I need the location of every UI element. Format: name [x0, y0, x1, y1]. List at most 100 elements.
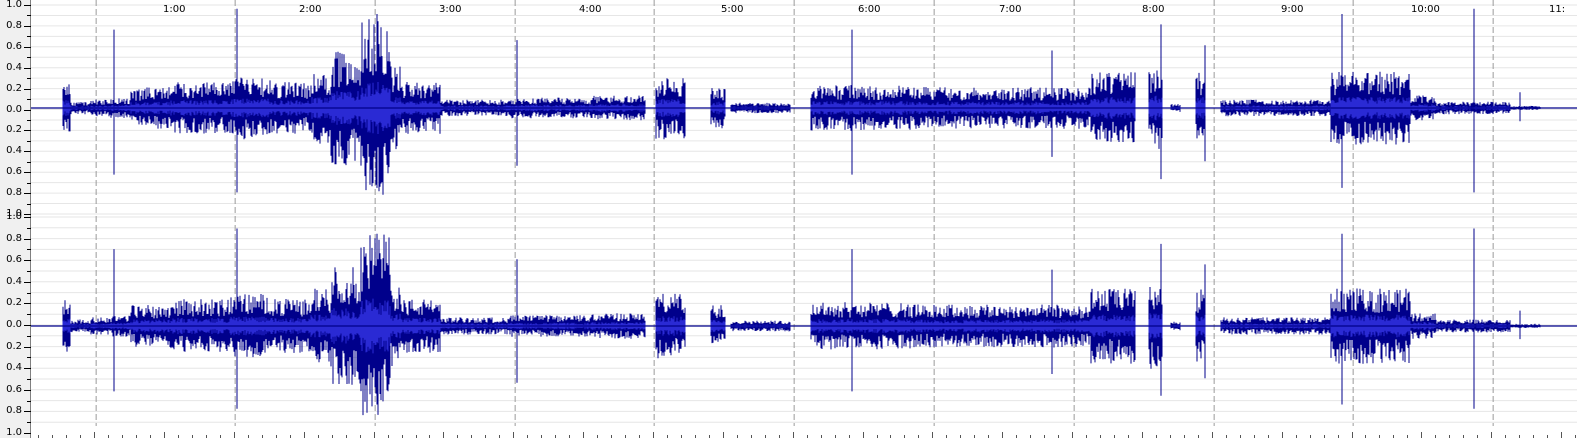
time-label: 1:00 [163, 4, 186, 15]
bottom-tick [1435, 435, 1437, 438]
bottom-tick [289, 435, 291, 438]
bottom-tick [653, 432, 654, 438]
amplitude-label: 0.4 [6, 145, 22, 157]
bottom-tick [1183, 435, 1185, 438]
bottom-tick [555, 435, 557, 438]
bottom-tick [359, 435, 361, 438]
bottom-tick [1351, 432, 1353, 438]
amplitude-label: 0.4 [6, 275, 22, 287]
bottom-tick [918, 435, 920, 438]
waveform-canvas[interactable] [31, 0, 1577, 438]
amplitude-tick [24, 281, 31, 283]
bottom-tick [1323, 435, 1325, 438]
amplitude-minor-tick [27, 422, 31, 424]
amplitude-minor-tick [27, 182, 31, 184]
bottom-tick [820, 435, 822, 438]
bottom-tick [233, 432, 235, 438]
bottom-tick [331, 435, 333, 438]
bottom-tick [974, 435, 976, 438]
waveform-area[interactable] [31, 0, 1577, 438]
bottom-tick [38, 435, 40, 438]
time-ruler[interactable]: 1:00 2:00 3:00 4:00 5:00 6:00 7:00 8:00 9:00 10:0… [31, 0, 1577, 18]
bottom-tick [1561, 432, 1562, 438]
bottom-tick [1072, 432, 1074, 438]
amplitude-label: 0.2 [6, 297, 22, 309]
bottom-tick [1225, 435, 1227, 438]
bottom-tick [1421, 432, 1423, 438]
amplitude-label: 1.0 [6, 211, 22, 222]
amplitude-label: 0.8 [6, 405, 22, 417]
bottom-tick [1505, 435, 1507, 438]
bottom-tick [429, 435, 431, 438]
bottom-tick [792, 432, 794, 438]
bottom-tick [122, 435, 124, 438]
amplitude-tick [24, 389, 31, 391]
bottom-tick [401, 435, 403, 438]
amplitude-minor-tick [27, 119, 31, 121]
bottom-tick [1547, 435, 1548, 438]
amplitude-label: 0.2 [6, 82, 22, 94]
bottom-tick [164, 432, 165, 438]
bottom-tick [373, 432, 375, 438]
bottom-tick [150, 435, 151, 438]
bottom-tick [345, 435, 347, 438]
bottom-tick [485, 435, 487, 438]
amplitude-tick [24, 346, 31, 348]
time-label: 8:00 [1142, 4, 1165, 15]
amplitude-label: 0.0 [6, 103, 22, 115]
amplitude-label: 0.8 [6, 19, 22, 31]
bottom-tick [583, 432, 585, 438]
amplitude-label: 0.8 [6, 232, 22, 244]
bottom-tick [639, 435, 640, 438]
amplitude-label: 0.6 [6, 40, 22, 52]
amplitude-label: 0.2 [6, 340, 22, 352]
bottom-tick [1337, 435, 1339, 438]
amplitude-tick [24, 25, 31, 27]
amplitude-minor-tick [27, 292, 31, 294]
bottom-tick [275, 435, 277, 438]
bottom-tick [1463, 435, 1465, 438]
bottom-tick [1239, 435, 1241, 438]
bottom-tick [52, 435, 54, 438]
zero-axes [31, 107, 1577, 327]
bottom-tick [80, 435, 82, 438]
amplitude-tick [24, 260, 31, 262]
amplitude-minor-tick [27, 335, 31, 337]
amplitude-minor-tick [27, 227, 31, 229]
bottom-tick [946, 435, 948, 438]
amplitude-label: 1.0 [6, 427, 22, 438]
bottom-tick [317, 435, 319, 438]
channel-2-waveform[interactable] [62, 228, 1541, 416]
bottom-tick [890, 435, 892, 438]
bottom-tick [834, 435, 836, 438]
bottom-tick [1253, 435, 1255, 438]
time-label: 7:00 [999, 4, 1022, 15]
time-markers [95, 0, 1494, 438]
bottom-tick [1309, 435, 1311, 438]
amplitude-label: 0.6 [6, 254, 22, 266]
bottom-tick [303, 432, 305, 438]
bottom-tick [219, 435, 221, 438]
amplitude-label: 0.2 [6, 124, 22, 136]
bottom-tick-ruler [31, 426, 1577, 438]
amplitude-label: 0.8 [6, 187, 22, 199]
bottom-tick [1114, 435, 1115, 438]
bottom-tick [443, 432, 445, 438]
bottom-tick [988, 435, 990, 438]
amplitude-tick [24, 5, 31, 6]
amplitude-minor-tick [27, 271, 31, 272]
bottom-tick [499, 435, 501, 438]
gridlines [31, 4, 1577, 434]
amplitude-minor-tick [27, 357, 31, 359]
bottom-tick [1086, 435, 1087, 438]
time-label: 5:00 [721, 4, 744, 15]
amplitude-minor-tick [27, 379, 31, 380]
bottom-tick [471, 435, 473, 438]
bottom-tick [457, 435, 459, 438]
bottom-tick [597, 435, 599, 438]
bottom-tick [94, 432, 96, 438]
amplitude-minor-tick [27, 314, 31, 316]
bottom-tick [178, 435, 179, 438]
amplitude-tick [24, 172, 31, 174]
